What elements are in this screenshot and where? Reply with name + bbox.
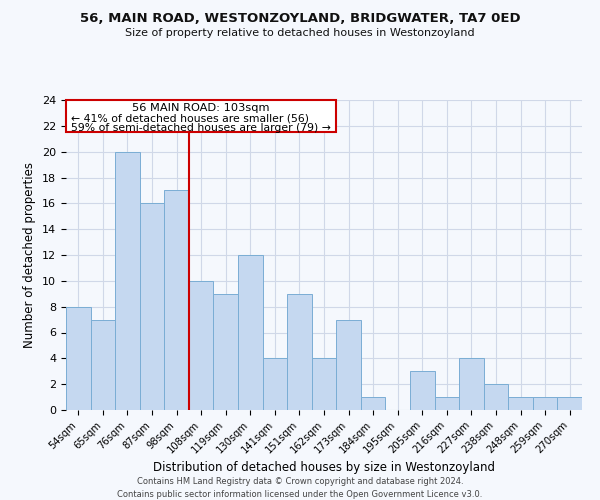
Text: 59% of semi-detached houses are larger (79) →: 59% of semi-detached houses are larger (… (71, 124, 331, 134)
Bar (66, 306, 91, 410)
Bar (287, 294, 312, 410)
Y-axis label: Number of detached properties: Number of detached properties (23, 162, 37, 348)
Bar (533, 397, 557, 410)
Bar (214, 294, 238, 410)
Text: 56 MAIN ROAD: 103sqm: 56 MAIN ROAD: 103sqm (133, 103, 270, 113)
Bar (410, 371, 434, 410)
Bar (459, 358, 484, 410)
Bar (115, 152, 140, 410)
Bar (508, 397, 533, 410)
Text: Contains HM Land Registry data © Crown copyright and database right 2024.: Contains HM Land Registry data © Crown c… (137, 478, 463, 486)
Bar (312, 358, 336, 410)
Bar (434, 397, 459, 410)
Text: Size of property relative to detached houses in Westonzoyland: Size of property relative to detached ho… (125, 28, 475, 38)
Bar (361, 397, 385, 410)
Bar (91, 320, 115, 410)
Bar (484, 384, 508, 410)
Bar (189, 281, 214, 410)
Bar (140, 204, 164, 410)
Text: ← 41% of detached houses are smaller (56): ← 41% of detached houses are smaller (56… (71, 113, 309, 123)
Bar (263, 358, 287, 410)
Bar (557, 397, 582, 410)
FancyBboxPatch shape (66, 100, 336, 132)
Bar (164, 190, 189, 410)
Bar (238, 255, 263, 410)
Text: Contains public sector information licensed under the Open Government Licence v3: Contains public sector information licen… (118, 490, 482, 499)
Text: 56, MAIN ROAD, WESTONZOYLAND, BRIDGWATER, TA7 0ED: 56, MAIN ROAD, WESTONZOYLAND, BRIDGWATER… (80, 12, 520, 26)
Bar (336, 320, 361, 410)
X-axis label: Distribution of detached houses by size in Westonzoyland: Distribution of detached houses by size … (153, 461, 495, 474)
